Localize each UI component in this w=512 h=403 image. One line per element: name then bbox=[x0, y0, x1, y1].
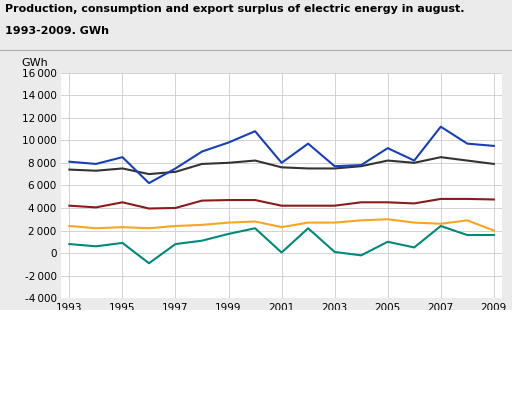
Legend: Export
surplus, Consumption
in power-
intensive
manufacturing, Consumption
witho: Export surplus, Consumption in power- in… bbox=[84, 343, 479, 384]
Text: 1993-2009. GWh: 1993-2009. GWh bbox=[5, 26, 109, 36]
Text: GWh: GWh bbox=[22, 58, 49, 68]
Text: Production, consumption and export surplus of electric energy in august.: Production, consumption and export surpl… bbox=[5, 4, 464, 14]
